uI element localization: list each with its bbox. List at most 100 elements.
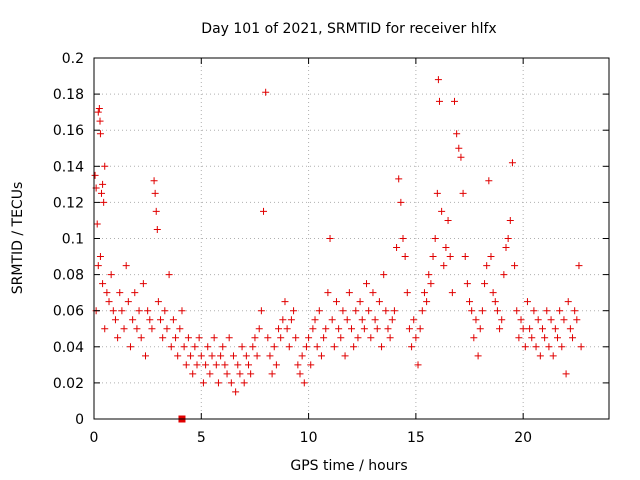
data-point	[354, 334, 362, 342]
data-point	[153, 225, 161, 233]
data-point	[176, 325, 184, 333]
data-point	[472, 316, 480, 324]
data-point	[345, 289, 353, 297]
data-point	[360, 325, 368, 333]
data-point	[262, 88, 270, 96]
data-point	[566, 325, 574, 333]
y-tick-label: 0.18	[53, 87, 84, 103]
y-tick-label: 0.06	[53, 304, 84, 320]
y-tick-label: 0.14	[53, 159, 84, 175]
data-point	[217, 352, 225, 360]
y-tick-label: 0.1	[62, 232, 84, 248]
data-point	[434, 76, 442, 84]
data-point	[339, 307, 347, 315]
data-point	[199, 379, 207, 387]
data-point	[227, 379, 235, 387]
data-point	[91, 171, 99, 179]
data-point	[545, 343, 553, 351]
data-point	[229, 352, 237, 360]
data-point	[169, 316, 177, 324]
data-point	[232, 388, 240, 396]
data-points	[91, 76, 585, 423]
data-point	[519, 325, 527, 333]
data-point	[554, 334, 561, 342]
data-point	[182, 361, 190, 369]
data-point	[120, 325, 128, 333]
data-point	[272, 361, 280, 369]
data-point	[397, 198, 405, 206]
data-point	[356, 298, 364, 306]
data-point	[395, 175, 403, 183]
data-point	[223, 370, 231, 378]
data-point	[103, 289, 111, 297]
data-point	[517, 316, 525, 324]
data-point	[386, 334, 394, 342]
data-point	[435, 97, 443, 105]
data-point	[504, 235, 512, 242]
data-point	[116, 289, 124, 297]
data-point	[109, 307, 117, 315]
data-point	[412, 334, 420, 342]
data-point	[528, 334, 536, 342]
data-point	[270, 343, 278, 351]
data-point	[326, 235, 334, 242]
data-point	[337, 334, 345, 342]
data-point	[573, 316, 581, 324]
data-point	[335, 325, 343, 333]
data-point	[172, 334, 180, 342]
data-point	[534, 316, 542, 324]
data-point	[375, 298, 383, 306]
data-point	[352, 307, 360, 315]
data-point	[577, 343, 585, 351]
y-axis-label: SRMTID / TECUs	[10, 182, 26, 295]
data-point	[461, 253, 469, 261]
data-point	[114, 334, 122, 342]
data-point	[317, 352, 325, 360]
data-point	[107, 271, 115, 279]
data-point	[294, 361, 302, 369]
data-point	[283, 325, 291, 333]
data-point	[309, 325, 317, 333]
data-point	[206, 370, 214, 378]
data-point	[371, 316, 379, 324]
data-point	[438, 207, 446, 215]
data-point	[240, 379, 248, 387]
data-point	[305, 334, 313, 342]
data-point	[290, 307, 298, 315]
data-point	[219, 343, 227, 351]
data-point	[373, 325, 381, 333]
data-point	[148, 325, 156, 333]
data-point	[296, 370, 304, 378]
data-point	[195, 334, 203, 342]
data-point	[508, 159, 516, 167]
data-point	[137, 334, 145, 342]
data-point	[242, 352, 250, 360]
data-point	[399, 235, 407, 242]
data-point	[311, 316, 319, 324]
data-point	[468, 307, 476, 315]
data-point	[202, 361, 210, 369]
data-point	[332, 298, 340, 306]
data-point	[208, 352, 216, 360]
data-point	[569, 334, 577, 342]
data-point	[481, 280, 489, 288]
data-point	[388, 316, 396, 324]
data-point	[93, 220, 101, 228]
data-point	[571, 307, 579, 315]
data-point	[470, 334, 478, 342]
y-tick-label: 0.16	[53, 123, 84, 139]
data-point	[367, 334, 375, 342]
data-point	[165, 271, 173, 279]
data-point	[99, 180, 107, 188]
data-point	[556, 307, 564, 315]
data-point	[496, 325, 504, 333]
data-point	[538, 325, 546, 333]
y-tick-label: 0.12	[53, 195, 84, 211]
data-point	[111, 316, 119, 324]
data-point	[260, 207, 268, 215]
data-point	[401, 253, 409, 261]
data-point	[420, 289, 428, 297]
data-point	[453, 130, 461, 138]
data-point	[564, 298, 572, 306]
